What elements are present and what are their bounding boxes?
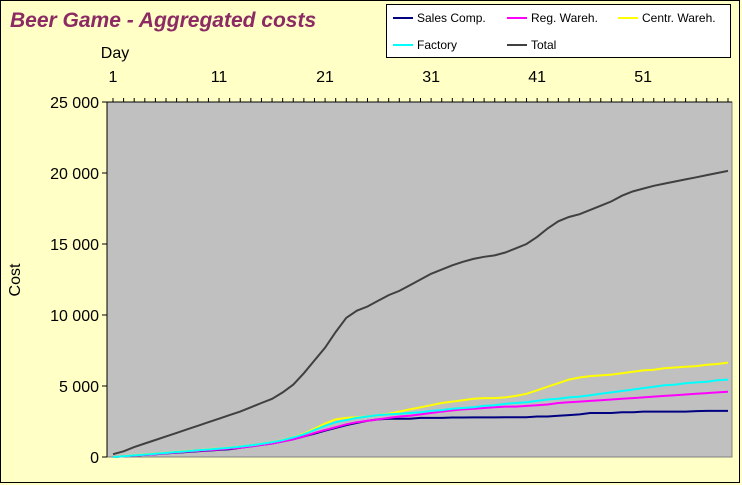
legend-label: Reg. Wareh.: [531, 11, 598, 25]
legend-label: Factory: [417, 38, 458, 52]
series-line-factory: [112, 378, 729, 458]
legend-item-sales-comp: Sales Comp.: [393, 11, 486, 25]
y-tick-label: 5 000: [59, 379, 99, 396]
legend-item-reg-wareh: Reg. Wareh.: [507, 11, 598, 25]
legend: Sales Comp. Reg. Wareh. Centr. Wareh. Fa…: [386, 4, 731, 58]
x-tick-label: 21: [316, 69, 334, 86]
legend-item-factory: Factory: [393, 38, 457, 52]
x-tick-label: 41: [528, 69, 546, 86]
legend-swatch: [507, 17, 527, 19]
legend-label: Sales Comp.: [417, 11, 486, 25]
y-axis-title: Cost: [7, 263, 24, 296]
x-tick-label: 1: [109, 69, 118, 86]
x-tick-label: 11: [211, 69, 228, 86]
chart-title: Beer Game - Aggregated costs: [10, 9, 317, 32]
y-tick-label: 0: [90, 450, 99, 467]
x-tick-label: 31: [422, 69, 440, 86]
legend-item-centr-wareh: Centr. Wareh.: [618, 11, 716, 25]
legend-label: Centr. Wareh.: [642, 11, 716, 25]
x-axis-title: Day: [101, 45, 129, 62]
series-line-total: [112, 169, 729, 456]
legend-swatch: [393, 17, 413, 19]
y-tick-label: 15 000: [50, 237, 99, 254]
y-tick-label: 20 000: [50, 166, 99, 183]
y-tick-label: 10 000: [50, 308, 99, 325]
legend-swatch: [507, 44, 527, 46]
legend-swatch: [618, 17, 638, 19]
legend-label: Total: [531, 38, 557, 52]
y-tick-label: 25 000: [50, 95, 99, 112]
legend-swatch: [393, 44, 413, 46]
x-tick-label: 51: [634, 69, 652, 86]
legend-item-total: Total: [507, 38, 556, 52]
